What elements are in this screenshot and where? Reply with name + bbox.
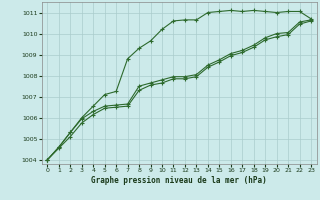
X-axis label: Graphe pression niveau de la mer (hPa): Graphe pression niveau de la mer (hPa) <box>91 176 267 185</box>
